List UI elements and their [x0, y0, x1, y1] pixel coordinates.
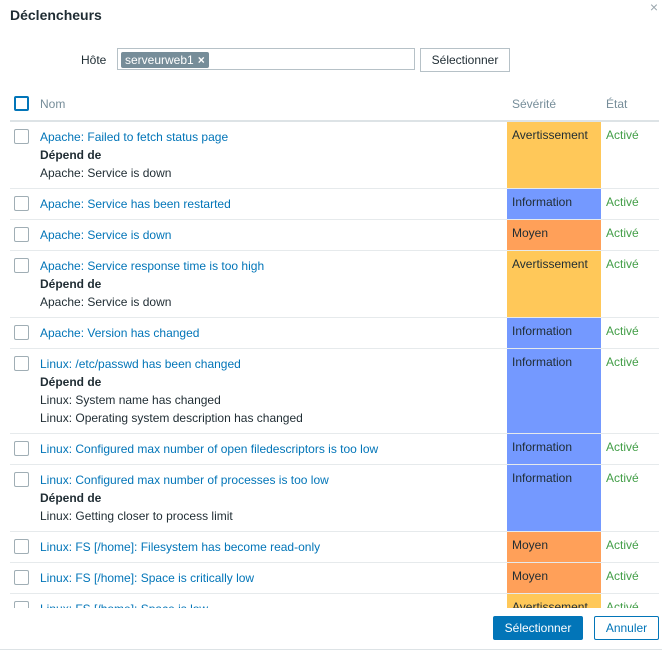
- table-row[interactable]: Linux: Configured max number of processe…: [10, 465, 659, 532]
- trigger-name-link[interactable]: Linux: Configured max number of open fil…: [40, 442, 379, 456]
- trigger-name-link[interactable]: Linux: /etc/passwd has been changed: [40, 357, 241, 371]
- table-header: Nom Sévérité État: [10, 90, 659, 122]
- trigger-name-link[interactable]: Apache: Version has changed: [40, 326, 200, 340]
- table-row[interactable]: Linux: /etc/passwd has been changed Dépen…: [10, 349, 659, 434]
- row-checkbox[interactable]: [14, 227, 29, 242]
- severity-badge: Information: [507, 465, 601, 531]
- footer-divider: [0, 649, 662, 650]
- severity-badge: Information: [507, 434, 601, 464]
- trigger-name-link[interactable]: Linux: FS [/home]: Space is low: [40, 600, 500, 608]
- state-status[interactable]: Activé: [606, 195, 639, 209]
- severity-badge: Information: [507, 318, 601, 348]
- dependency-item: Linux: Getting closer to process limit: [40, 509, 233, 523]
- cancel-button[interactable]: Annuler: [594, 616, 659, 640]
- dependency-item: Linux: System name has changed: [40, 393, 221, 407]
- trigger-cell: Linux: FS [/home]: Space is low: [40, 594, 500, 608]
- row-checkbox[interactable]: [14, 441, 29, 456]
- severity-badge: Moyen: [507, 532, 601, 562]
- table-row[interactable]: Apache: Service is down Moyen Activé: [10, 220, 659, 251]
- severity-badge: Avertissement: [507, 251, 601, 317]
- trigger-list[interactable]: Apache: Failed to fetch status page Dépen…: [10, 122, 659, 608]
- trigger-cell: Linux: FS [/home]: Space is critically l…: [40, 563, 500, 593]
- host-tag-label: serveurweb1: [125, 53, 194, 67]
- table-row[interactable]: Apache: Failed to fetch status page Dépen…: [10, 122, 659, 189]
- table-row[interactable]: Apache: Version has changed Information Ac…: [10, 318, 659, 349]
- state-status[interactable]: Activé: [606, 324, 639, 338]
- row-checkbox[interactable]: [14, 472, 29, 487]
- row-checkbox[interactable]: [14, 356, 29, 371]
- state-status[interactable]: Activé: [606, 440, 639, 454]
- trigger-cell: Linux: FS [/home]: Filesystem has become…: [40, 532, 500, 562]
- select-all-checkbox[interactable]: [14, 96, 29, 111]
- state-status[interactable]: Activé: [606, 257, 639, 271]
- trigger-cell: Linux: Configured max number of processe…: [40, 465, 500, 531]
- trigger-cell: Apache: Service response time is too hig…: [40, 251, 500, 317]
- host-select-button[interactable]: Sélectionner: [420, 48, 510, 72]
- severity-badge: Avertissement: [507, 594, 601, 608]
- trigger-name-link[interactable]: Linux: FS [/home]: Filesystem has become…: [40, 540, 321, 554]
- trigger-cell: Apache: Failed to fetch status page Dépen…: [40, 122, 500, 188]
- trigger-name-link[interactable]: Linux: Configured max number of processe…: [40, 473, 329, 487]
- row-checkbox[interactable]: [14, 539, 29, 554]
- severity-badge: Information: [507, 349, 601, 433]
- state-status[interactable]: Activé: [606, 226, 639, 240]
- table-row[interactable]: Linux: Configured max number of open fil…: [10, 434, 659, 465]
- column-header-name[interactable]: Nom: [40, 97, 66, 111]
- state-status[interactable]: Activé: [606, 355, 639, 369]
- trigger-cell: Apache: Version has changed: [40, 318, 500, 348]
- dialog-title: Déclencheurs: [10, 7, 102, 23]
- column-header-severity: Sévérité: [512, 97, 557, 111]
- row-checkbox[interactable]: [14, 570, 29, 585]
- depends-title: Dépend de: [40, 491, 102, 505]
- row-checkbox[interactable]: [14, 196, 29, 211]
- state-status[interactable]: Activé: [606, 569, 639, 583]
- state-status[interactable]: Activé: [606, 538, 639, 552]
- trigger-name-link[interactable]: Linux: FS [/home]: Space is critically l…: [40, 571, 255, 585]
- table-row[interactable]: Linux: FS [/home]: Space is critically l…: [10, 563, 659, 594]
- severity-badge: Information: [507, 189, 601, 219]
- column-header-state: État: [606, 97, 628, 111]
- severity-badge: Moyen: [507, 563, 601, 593]
- trigger-cell: Apache: Service is down: [40, 220, 500, 250]
- host-label: Hôte: [81, 53, 107, 67]
- trigger-name-link[interactable]: Apache: Service has been restarted: [40, 197, 231, 211]
- remove-tag-icon[interactable]: ×: [197, 53, 205, 67]
- host-tag: serveurweb1 ×: [121, 52, 209, 68]
- dependency-item: Linux: Operating system description has …: [40, 411, 303, 425]
- severity-badge: Moyen: [507, 220, 601, 250]
- table-row[interactable]: Apache: Service response time is too hig…: [10, 251, 659, 318]
- state-status[interactable]: Activé: [606, 600, 639, 608]
- trigger-name-link[interactable]: Apache: Service response time is too hig…: [40, 259, 265, 273]
- depends-title: Dépend de: [40, 148, 102, 162]
- row-checkbox[interactable]: [14, 258, 29, 273]
- trigger-cell: Apache: Service has been restarted: [40, 189, 500, 219]
- row-checkbox[interactable]: [14, 129, 29, 144]
- host-multiselect[interactable]: serveurweb1 ×: [117, 48, 415, 70]
- table-row[interactable]: Linux: FS [/home]: Space is low Avertisse…: [10, 594, 659, 608]
- dependency-item: Apache: Service is down: [40, 166, 172, 180]
- close-icon[interactable]: ×: [649, 0, 658, 15]
- trigger-cell: Linux: /etc/passwd has been changed Dépen…: [40, 349, 500, 433]
- dependency-item: Apache: Service is down: [40, 295, 172, 309]
- depends-title: Dépend de: [40, 375, 102, 389]
- table-row[interactable]: Apache: Service has been restarted Inform…: [10, 189, 659, 220]
- state-status[interactable]: Activé: [606, 128, 639, 142]
- row-checkbox[interactable]: [14, 601, 29, 608]
- depends-title: Dépend de: [40, 277, 102, 291]
- table-row[interactable]: Linux: FS [/home]: Filesystem has become…: [10, 532, 659, 563]
- trigger-name-link[interactable]: Apache: Service is down: [40, 228, 172, 242]
- trigger-cell: Linux: Configured max number of open fil…: [40, 434, 500, 464]
- row-checkbox[interactable]: [14, 325, 29, 340]
- select-button[interactable]: Sélectionner: [493, 616, 583, 640]
- state-status[interactable]: Activé: [606, 471, 639, 485]
- trigger-name-link[interactable]: Apache: Failed to fetch status page: [40, 130, 229, 144]
- severity-badge: Avertissement: [507, 122, 601, 188]
